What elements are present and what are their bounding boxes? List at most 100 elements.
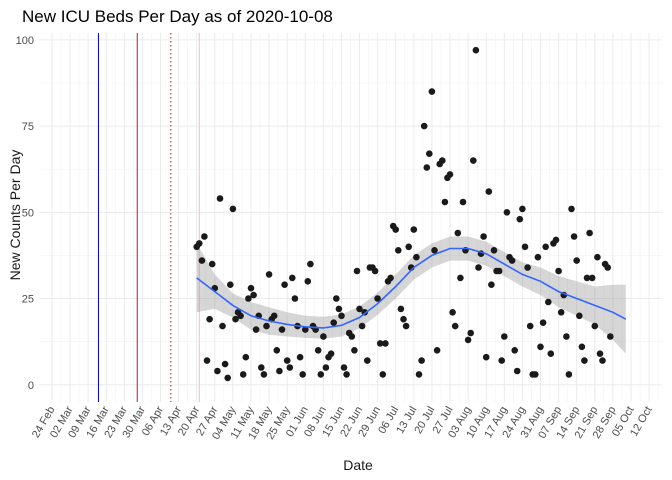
- data-point: [304, 278, 312, 285]
- data-points: [193, 46, 614, 382]
- data-point: [537, 343, 544, 351]
- data-point: [395, 247, 402, 254]
- data-point: [545, 298, 552, 306]
- data-point: [314, 347, 322, 354]
- y-axis-ticks: 0 25 50 75 100: [16, 35, 34, 392]
- data-point: [250, 291, 257, 299]
- data-point: [379, 371, 387, 378]
- reference-lines: [97, 33, 200, 402]
- data-point: [433, 347, 441, 354]
- data-point: [488, 281, 495, 289]
- data-point: [563, 333, 570, 340]
- data-point: [441, 198, 449, 206]
- data-point: [472, 46, 480, 54]
- data-point: [221, 360, 229, 368]
- data-point: [526, 322, 534, 330]
- data-point: [229, 205, 237, 213]
- y-tick-label: 0: [28, 380, 34, 392]
- data-point: [242, 353, 250, 361]
- data-point: [307, 260, 314, 268]
- data-point: [198, 257, 206, 264]
- smooth-line: [196, 247, 627, 329]
- confidence-band: [196, 236, 626, 354]
- data-point: [446, 171, 454, 178]
- data-point: [511, 347, 518, 354]
- data-point: [459, 198, 467, 206]
- data-point: [495, 267, 503, 275]
- data-point: [358, 322, 366, 330]
- data-point: [224, 374, 231, 382]
- data-point: [547, 350, 555, 358]
- data-point: [568, 205, 575, 213]
- data-point: [532, 371, 539, 378]
- data-point: [594, 253, 601, 261]
- data-point: [418, 357, 425, 364]
- data-point: [237, 312, 244, 320]
- data-point: [335, 305, 343, 313]
- data-point: [397, 305, 405, 313]
- data-point: [281, 281, 288, 289]
- data-point: [480, 233, 487, 240]
- data-point: [513, 367, 521, 375]
- y-tick-label: 75: [22, 121, 34, 133]
- data-point: [201, 233, 208, 240]
- data-point: [219, 322, 226, 330]
- data-point: [591, 322, 599, 330]
- y-tick-label: 100: [16, 35, 34, 47]
- data-point: [565, 371, 573, 378]
- data-point: [503, 209, 511, 216]
- data-point: [216, 195, 224, 202]
- data-point: [258, 364, 265, 371]
- data-point: [557, 309, 565, 316]
- data-point: [570, 233, 578, 240]
- data-point: [467, 329, 475, 337]
- data-point: [263, 322, 270, 330]
- y-axis-title: New Counts Per Day: [7, 150, 23, 281]
- data-point: [420, 122, 428, 130]
- data-point: [333, 295, 340, 302]
- data-point: [232, 315, 239, 323]
- data-point: [239, 371, 247, 378]
- data-point: [278, 326, 286, 333]
- data-point: [508, 257, 516, 264]
- data-point: [247, 284, 255, 292]
- data-point: [364, 357, 371, 364]
- data-point: [451, 322, 459, 330]
- data-point: [413, 253, 420, 261]
- data-point: [449, 309, 456, 316]
- data-point: [340, 364, 348, 371]
- data-point: [382, 340, 389, 347]
- chart-title: New ICU Beds Per Day as of 2020-10-08: [22, 7, 333, 26]
- data-point: [265, 271, 273, 278]
- data-point: [371, 267, 379, 275]
- data-point: [283, 357, 291, 364]
- data-point: [330, 319, 338, 327]
- x-axis-title: Date: [343, 457, 373, 473]
- data-point: [214, 367, 221, 375]
- data-point: [376, 340, 384, 347]
- data-point: [498, 357, 506, 364]
- data-point: [604, 264, 611, 271]
- data-point: [206, 315, 213, 323]
- data-point: [599, 357, 606, 364]
- data-point: [270, 312, 278, 320]
- data-point: [542, 243, 549, 251]
- data-point: [245, 295, 252, 302]
- data-point: [351, 347, 358, 354]
- data-point: [260, 371, 268, 378]
- data-point: [196, 240, 203, 247]
- data-point: [423, 164, 431, 171]
- data-point: [607, 333, 614, 340]
- data-point: [552, 236, 560, 244]
- data-point: [428, 88, 436, 95]
- data-point: [573, 257, 580, 264]
- data-point: [353, 267, 361, 275]
- data-point: [470, 157, 477, 164]
- data-point: [273, 347, 281, 354]
- grid: [39, 33, 662, 402]
- data-point: [578, 343, 586, 351]
- data-point: [317, 371, 325, 378]
- data-point: [289, 274, 296, 282]
- data-point: [402, 322, 410, 330]
